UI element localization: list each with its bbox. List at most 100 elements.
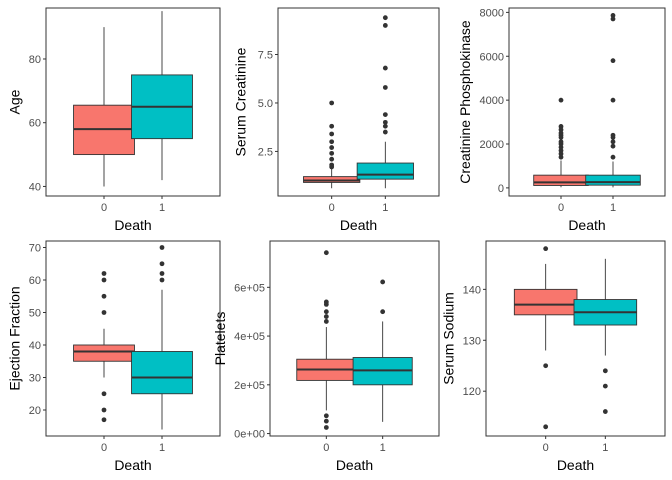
outlier-point (380, 279, 386, 285)
x-axis-title: Death (568, 217, 605, 233)
y-tick-label: 20 (29, 405, 41, 417)
panel-2: 2.5 5.0 7.5 0 1 Death Serum Creatinine (232, 7, 440, 233)
outlier-point (329, 100, 335, 106)
x-tick-label: 1 (380, 442, 386, 454)
outlier-point (602, 409, 608, 414)
outlier-point (558, 97, 564, 103)
y-axis-title: Serum Creatinine (232, 47, 248, 156)
x-tick-label: 0 (543, 442, 549, 454)
outlier-point (159, 271, 165, 276)
y-tick-label: 0e+00 (234, 429, 265, 441)
outlier-point (382, 129, 388, 135)
box-iqr (585, 174, 641, 186)
outlier-point (382, 65, 388, 71)
outlier-point (323, 309, 329, 315)
outlier-point (101, 271, 107, 276)
box-death-0 (533, 97, 589, 188)
outlier-point (382, 23, 388, 28)
panel-border (485, 240, 666, 437)
outlier-point (382, 123, 388, 129)
x-tick-label: 1 (159, 442, 165, 454)
box-death-1 (356, 15, 414, 189)
outlier-point (159, 245, 165, 250)
x-tick-label: 1 (610, 202, 616, 214)
panel-border (45, 7, 221, 197)
outlier-point (329, 162, 335, 168)
y-axis-title: Creatinine Phosphokinase (457, 20, 473, 184)
x-axis-title: Death (557, 457, 594, 473)
outlier-point (329, 145, 335, 150)
outlier-point (558, 124, 564, 129)
box-iqr (131, 351, 193, 395)
x-tick-label: 1 (382, 202, 388, 214)
outlier-point (610, 139, 616, 145)
y-tick-label: 2.5 (258, 146, 273, 158)
outlier-point (610, 132, 616, 138)
outlier-point (558, 148, 564, 153)
outlier-point (323, 314, 329, 319)
outlier-point (610, 154, 616, 160)
panel-6: 120 130 140 0 1 Death Serum Sodium (440, 240, 666, 473)
y-tick-label: 120 (463, 386, 481, 398)
box-death-0 (73, 27, 135, 187)
outlier-point (323, 250, 329, 256)
box-iqr (533, 174, 589, 186)
x-tick-label: 1 (159, 202, 165, 214)
box-death-0 (303, 100, 361, 189)
y-tick-label: 4000 (480, 95, 504, 107)
y-axis-title: Platelets (212, 312, 228, 366)
y-tick-label: 40 (29, 340, 41, 352)
box-death-1 (573, 258, 638, 414)
panel-border (269, 240, 440, 437)
outlier-point (558, 127, 564, 133)
outlier-point (382, 112, 388, 117)
box-death-0 (513, 246, 578, 430)
outlier-point (382, 15, 388, 21)
y-tick-label: 130 (463, 335, 481, 347)
y-tick-label: 80 (29, 54, 41, 66)
y-tick-label: 8000 (480, 7, 504, 19)
outlier-point (610, 58, 616, 64)
y-tick-label: 70 (29, 243, 41, 255)
outlier-point (159, 261, 165, 267)
outlier-point (380, 309, 386, 315)
outlier-point (329, 139, 335, 145)
panel-border (277, 7, 440, 197)
panel-border (45, 240, 221, 437)
box-death-0 (73, 271, 135, 423)
y-tick-label: 2000 (480, 139, 504, 151)
y-tick-label: 7.5 (258, 50, 273, 62)
outlier-point (558, 151, 564, 157)
panel-1: 40 60 80 0 1 Death Age (7, 7, 221, 233)
x-tick-label: 0 (101, 442, 107, 454)
outlier-point (329, 123, 335, 129)
box-death-1 (131, 11, 193, 181)
x-axis-title: Death (114, 457, 151, 473)
y-tick-label: 4e+05 (234, 331, 265, 343)
y-axis-title: Ejection Fraction (7, 286, 23, 390)
outlier-point (610, 143, 616, 149)
y-tick-label: 6e+05 (234, 282, 265, 294)
box-death-0 (296, 250, 357, 430)
outlier-point (323, 319, 329, 324)
outlier-point (558, 130, 564, 136)
panel-5: 0e+00 2e+05 4e+05 6e+05 0 1 Death Platelets (212, 240, 440, 473)
outlier-point (329, 150, 335, 156)
outlier-point (610, 13, 616, 18)
box-death-1 (585, 13, 641, 188)
panel-4: 20 30 40 50 60 70 0 1 Death Ejection Fraction (7, 240, 221, 473)
x-axis-title: Death (336, 457, 373, 473)
outlier-point (101, 310, 107, 315)
outlier-point (558, 154, 564, 160)
outlier-point (159, 277, 165, 283)
outlier-point (329, 156, 335, 162)
box-death-1 (352, 279, 413, 422)
y-tick-label: 60 (29, 118, 41, 130)
outlier-point (101, 277, 107, 283)
x-tick-label: 0 (329, 202, 335, 214)
y-axis-title: Serum Sodium (440, 292, 456, 385)
outlier-point (558, 144, 564, 150)
x-axis-title: Death (114, 217, 151, 233)
y-tick-label: 30 (29, 373, 41, 385)
x-axis-title: Death (340, 217, 377, 233)
